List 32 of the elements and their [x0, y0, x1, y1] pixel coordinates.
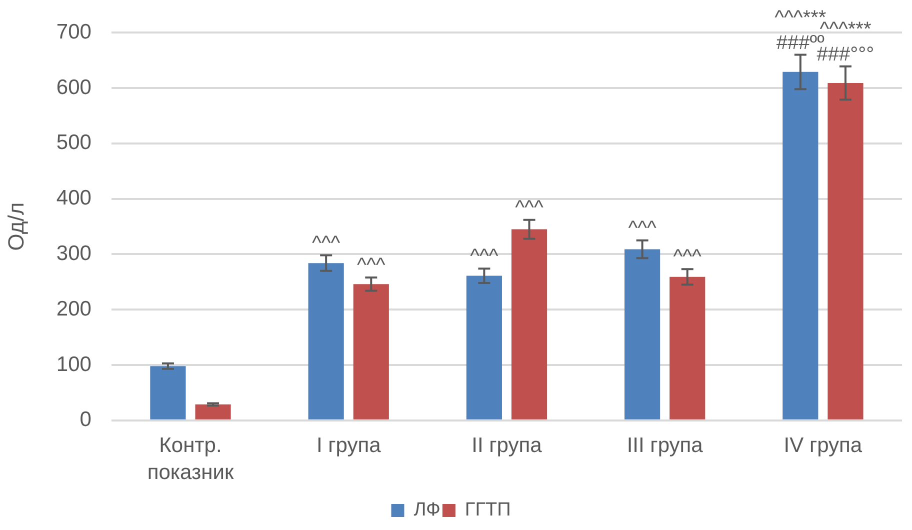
y-tick-label: 500 — [56, 131, 92, 154]
legend-label: ЛФ — [414, 500, 440, 521]
annotation: ^^^ — [357, 254, 386, 276]
x-tick-label: I група — [316, 434, 382, 457]
annotation: ^^^ — [312, 232, 341, 254]
annotation: ^^^ — [628, 217, 657, 240]
legend-label: ГГТП — [464, 500, 511, 521]
x-tick-label: Контр. показник — [147, 434, 234, 484]
y-tick-label: 100 — [56, 352, 92, 376]
bar — [782, 72, 818, 420]
bar — [353, 284, 389, 420]
bar — [150, 366, 186, 420]
bar — [308, 263, 344, 420]
x-tick-label: II група — [472, 434, 542, 457]
bar — [195, 404, 231, 420]
y-tick-label: 600 — [56, 76, 92, 99]
bar — [670, 276, 706, 420]
bar — [624, 249, 660, 420]
x-tick-label: IV група — [784, 434, 862, 457]
y-tick-label: 400 — [56, 186, 92, 210]
bar — [511, 229, 548, 420]
annotation: ^^^ — [673, 246, 702, 268]
y-tick-label: 700 — [56, 20, 92, 44]
x-tick-label: III група — [626, 434, 704, 457]
y-axis-title: Од/л — [3, 202, 28, 251]
annotation: ^^^ — [515, 196, 544, 219]
bar — [466, 276, 502, 420]
y-tick-label: 0 — [80, 408, 92, 432]
y-tick-label: 300 — [56, 242, 92, 265]
annotation: ^^^ — [470, 246, 499, 268]
bar — [828, 83, 864, 420]
y-tick-label: 200 — [56, 297, 92, 320]
